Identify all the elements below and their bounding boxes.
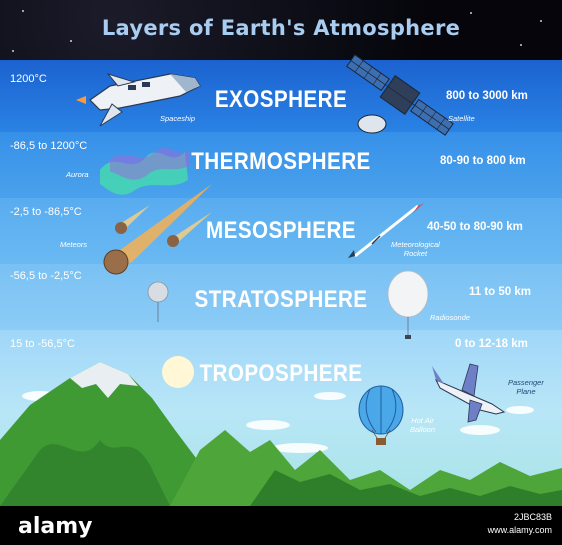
label-passenger-plane: Passenger Plane: [508, 378, 544, 396]
label-meteors: Meteors: [60, 240, 88, 249]
label-hot-air-balloon: Hot Air Balloon: [410, 416, 435, 434]
label-balloon-line1: Hot Air: [411, 416, 434, 425]
layer-mesosphere: MESOSPHERE -2,5 to -86,5°C 40-50 to 80-9…: [0, 198, 562, 264]
rocket-icon: [348, 203, 424, 258]
title-bar: Layers of Earth's Atmosphere: [0, 0, 562, 60]
site-url: www.alamy.com: [487, 525, 552, 535]
label-plane-line2: Plane: [516, 387, 536, 396]
altitude-exosphere: 800 to 3000 km: [446, 90, 528, 102]
temperature-thermosphere: -86,5 to 1200°C: [10, 140, 88, 152]
layer-stratosphere: STRATOSPHERE -56,5 to -2,5°C 11 to 50 km: [0, 264, 562, 330]
aurora-icon: [100, 148, 190, 195]
layer-exosphere: EXOSPHERE 1200°C 800 to 3000 km: [0, 60, 562, 132]
temperature-mesosphere: -2,5 to -86,5°C: [10, 206, 82, 218]
layer-name-mesosphere: MESOSPHERE: [206, 217, 356, 244]
layer-thermosphere: THERMOSPHERE -86,5 to 1200°C 80-90 to 80…: [0, 132, 562, 198]
star: [520, 44, 522, 46]
layer-name-stratosphere: STRATOSPHERE: [194, 286, 368, 313]
satellite-dish-icon: [357, 114, 387, 134]
label-satellite: Satellite: [448, 114, 475, 123]
star: [70, 40, 72, 42]
star: [22, 10, 24, 12]
passenger-plane-icon: [432, 363, 506, 423]
radiosonde-icon: [387, 270, 429, 339]
satellite-icon: [346, 54, 454, 136]
star: [540, 20, 542, 22]
label-aurora: Aurora: [66, 170, 89, 179]
spaceship-icon: [76, 73, 201, 127]
label-plane-line1: Passenger: [508, 378, 544, 387]
layer-name-exosphere: EXOSPHERE: [214, 86, 348, 113]
temperature-troposphere: 15 to -56,5°C: [10, 338, 75, 350]
label-spaceship: Spaceship: [160, 114, 196, 123]
label-rocket-line1: Meteorological: [391, 240, 440, 249]
footer: alamy 2JBC83B www.alamy.com: [0, 506, 562, 545]
star: [12, 50, 14, 52]
meteors-icon: [103, 184, 212, 275]
page-title: Layers of Earth's Atmosphere: [101, 16, 461, 40]
layer-name-thermosphere: THERMOSPHERE: [191, 148, 371, 175]
illustration-layer: [0, 54, 562, 506]
clouds: [22, 391, 534, 453]
star: [470, 12, 472, 14]
altitude-stratosphere: 11 to 50 km: [469, 286, 532, 298]
altitude-troposphere: 0 to 12-18 km: [455, 338, 528, 350]
small-balloon-icon: [147, 281, 169, 322]
temperature-exosphere: 1200°C: [10, 73, 47, 85]
altitude-thermosphere: 80-90 to 800 km: [440, 155, 526, 167]
image-id: 2JBC83B: [513, 512, 552, 522]
sun-icon: [162, 356, 194, 388]
label-balloon-line2: Balloon: [410, 425, 436, 434]
temperature-stratosphere: -56,5 to -2,5°C: [10, 270, 82, 282]
label-meteorological-rocket: Meteorological Rocket: [391, 240, 440, 258]
mountains: [0, 362, 562, 506]
label-radiosonde: Radiosonde: [430, 313, 471, 322]
layer-name-troposphere: TROPOSPHERE: [199, 360, 363, 387]
label-rocket-line2: Rocket: [403, 249, 428, 258]
altitude-mesosphere: 40-50 to 80-90 km: [427, 221, 523, 233]
watermark-logo: alamy: [18, 514, 93, 539]
hot-air-balloon-icon: [358, 385, 404, 445]
